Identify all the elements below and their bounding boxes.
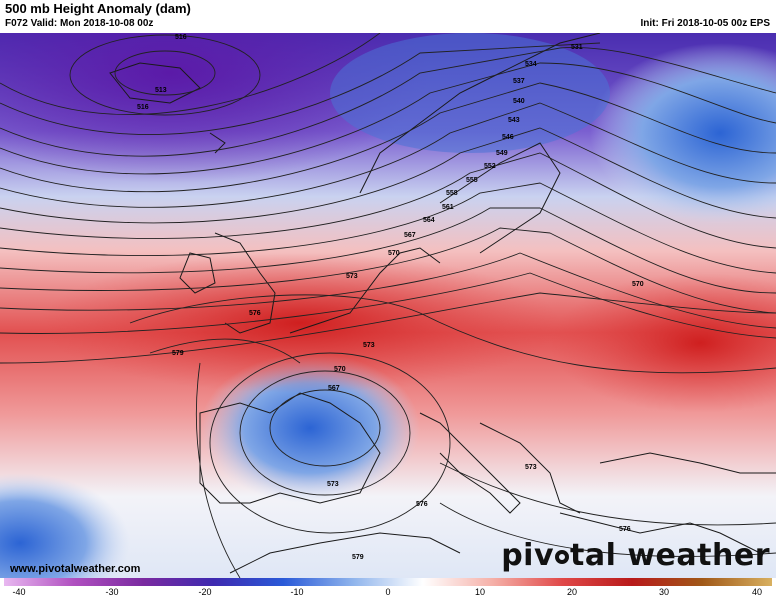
contour-537 bbox=[0, 82, 776, 193]
contour-549 bbox=[0, 182, 776, 274]
contour-513 bbox=[114, 50, 216, 96]
contour-label: 573 bbox=[327, 481, 339, 488]
colorbar-label: 0 bbox=[385, 587, 391, 597]
map-header: 500 mb Height Anomaly (dam) F072 Valid: … bbox=[0, 0, 776, 33]
norway-coast bbox=[359, 33, 601, 194]
contour-label: 573 bbox=[525, 464, 537, 471]
colorbar-label: -10 bbox=[290, 587, 304, 597]
colorbar-label: -30 bbox=[105, 587, 119, 597]
red-anomaly-west bbox=[40, 253, 560, 393]
contour-label: 576 bbox=[416, 501, 428, 508]
blue-anomaly-atlantic bbox=[0, 473, 130, 578]
contour-534 bbox=[0, 62, 776, 175]
contour-label: 543 bbox=[508, 117, 520, 124]
contour-label: 564 bbox=[423, 217, 435, 224]
contour-label: 558 bbox=[446, 190, 458, 197]
contour-555 bbox=[0, 227, 776, 314]
contour-label: 516 bbox=[137, 104, 149, 111]
contour-label: 516 bbox=[175, 34, 187, 41]
balkan-coast bbox=[479, 422, 581, 514]
contour-label: 570 bbox=[334, 366, 346, 373]
valid-time: F072 Valid: Mon 2018-10-08 00z bbox=[5, 18, 154, 29]
contour-label: 549 bbox=[496, 150, 508, 157]
colorbar-label: 10 bbox=[474, 587, 486, 597]
brand-pin-icon bbox=[555, 550, 570, 564]
map-title: 500 mb Height Anomaly (dam) bbox=[5, 1, 191, 16]
contour-label: 573 bbox=[363, 342, 375, 349]
height-contours bbox=[0, 33, 776, 578]
contour-576 bbox=[129, 294, 776, 374]
contour-label: 573 bbox=[346, 273, 358, 280]
contour-label: 561 bbox=[442, 204, 454, 211]
purple-anomaly-low bbox=[0, 33, 430, 183]
contour-label: 552 bbox=[484, 163, 496, 170]
contour-label: 576 bbox=[249, 310, 261, 317]
contour-579 bbox=[149, 338, 776, 526]
brand-logo: piv tal weather bbox=[501, 538, 770, 573]
contour-label: 546 bbox=[502, 134, 514, 141]
init-time: Init: Fri 2018-10-05 00z EPS bbox=[640, 18, 770, 29]
red-anomaly-east bbox=[550, 273, 776, 413]
contour-label: 570 bbox=[632, 281, 644, 288]
contour-label: 540 bbox=[513, 98, 525, 105]
colorbar-label: 30 bbox=[658, 587, 670, 597]
contour-label: 513 bbox=[155, 87, 167, 94]
colorbar-strip bbox=[4, 578, 772, 586]
contour-label: 579 bbox=[352, 554, 364, 561]
north-sea-coast bbox=[289, 247, 441, 334]
contour-558 bbox=[0, 252, 776, 329]
contour-iberia-570 bbox=[239, 370, 411, 496]
contour-label: 555 bbox=[466, 177, 478, 184]
contour-label: 534 bbox=[525, 61, 537, 68]
contour-label: 576 bbox=[619, 526, 631, 533]
map-canvas: 516 513 516 531 534 537 540 543 546 549 … bbox=[0, 33, 776, 578]
contour-labels: 516 513 516 531 534 537 540 543 546 549 … bbox=[137, 34, 644, 561]
website-credit: www.pivotalweather.com bbox=[10, 563, 141, 575]
iberia-coast bbox=[199, 392, 381, 504]
blue-anomaly-scandinavia bbox=[330, 33, 610, 153]
contour-543 bbox=[0, 127, 776, 224]
contour-546 bbox=[0, 152, 776, 249]
brand-text-right: tal weather bbox=[570, 538, 770, 573]
contour-label: 579 bbox=[172, 350, 184, 357]
brand-text-left: piv bbox=[501, 538, 555, 573]
anomaly-map: 516 513 516 531 534 537 540 543 546 549 … bbox=[0, 33, 776, 578]
contour-label: 567 bbox=[328, 385, 340, 392]
contour-576-south bbox=[439, 502, 776, 557]
colorbar-label: 20 bbox=[566, 587, 578, 597]
colorbar: -40 -30 -20 -10 0 10 20 30 40 bbox=[0, 578, 776, 600]
contour-label: 537 bbox=[513, 78, 525, 85]
contour-570 bbox=[0, 292, 776, 364]
contour-516 bbox=[69, 34, 261, 116]
contour-525 bbox=[0, 42, 601, 135]
contour-iberia-573 bbox=[209, 352, 451, 534]
colorbar-label: -40 bbox=[12, 587, 26, 597]
colorbar-label: 40 bbox=[751, 587, 763, 597]
iceland-coast bbox=[109, 62, 201, 104]
great-britain-coast bbox=[214, 232, 276, 334]
contour-552 bbox=[0, 207, 776, 294]
colorbar-label: -20 bbox=[198, 587, 212, 597]
contour-579-south bbox=[195, 362, 241, 578]
contour-540 bbox=[0, 102, 776, 208]
contour-label: 570 bbox=[388, 250, 400, 257]
north-africa-coast bbox=[229, 532, 461, 574]
contour-label: 531 bbox=[571, 44, 583, 51]
contour-561 bbox=[0, 272, 776, 339]
black-sea-coast bbox=[599, 452, 776, 474]
turkey-coast bbox=[559, 512, 761, 554]
contour-label: 567 bbox=[404, 232, 416, 239]
contour-iberia-567 bbox=[269, 389, 381, 467]
italy-coast bbox=[419, 412, 521, 514]
contour-531 bbox=[0, 47, 776, 157]
contour-519 bbox=[0, 33, 381, 115]
